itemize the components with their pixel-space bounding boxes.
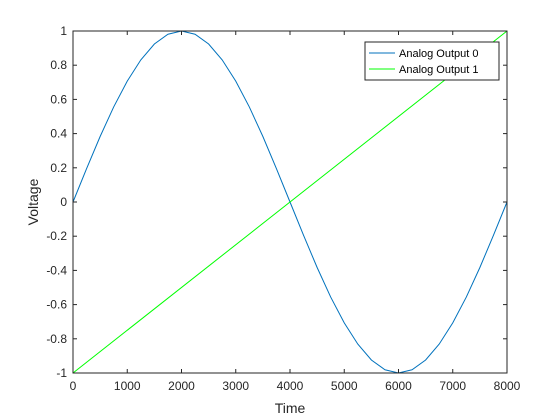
y-tick-label-2: -0.6 — [46, 298, 67, 312]
legend-entry-1: Analog Output 1 — [399, 64, 479, 76]
y-tick-label-4: -0.2 — [46, 229, 67, 243]
tick-labels: 0 1000 2000 3000 4000 5000 6000 7000 8000 -1 -0.8 -… — [46, 24, 520, 393]
y-tick-label-10: 1 — [60, 24, 67, 38]
x-tick-label-7: 7000 — [439, 379, 466, 393]
series-line-1 — [72, 30, 508, 374]
series-layer — [72, 30, 508, 374]
x-tick-label-0: 0 — [70, 379, 77, 393]
legend: Analog Output 0 Analog Output 1 — [364, 41, 500, 81]
y-tick-label-6: 0.2 — [50, 161, 67, 175]
x-tick-label-2: 2000 — [168, 379, 195, 393]
y-tick-label-5: 0 — [60, 195, 67, 209]
x-tick-label-5: 5000 — [331, 379, 358, 393]
y-tick-label-9: 0.8 — [50, 58, 67, 72]
x-tick-label-3: 3000 — [222, 379, 249, 393]
y-tick-label-0: -1 — [56, 366, 67, 380]
x-tick-label-6: 6000 — [385, 379, 412, 393]
y-tick-label-3: -0.4 — [46, 263, 67, 277]
legend-box — [364, 41, 500, 81]
y-tick-label-7: 0.4 — [50, 127, 67, 141]
x-tick-label-1: 1000 — [114, 379, 141, 393]
legend-entry-0: Analog Output 0 — [399, 48, 479, 60]
y-tick-label-1: -0.8 — [46, 332, 67, 346]
y-axis-label: Voltage — [25, 178, 41, 225]
ticks-layer — [72, 30, 508, 374]
x-tick-label-4: 4000 — [277, 379, 304, 393]
x-axis-label: Time — [275, 400, 306, 416]
x-tick-label-8: 8000 — [494, 379, 521, 393]
y-tick-label-8: 0.6 — [50, 92, 67, 106]
